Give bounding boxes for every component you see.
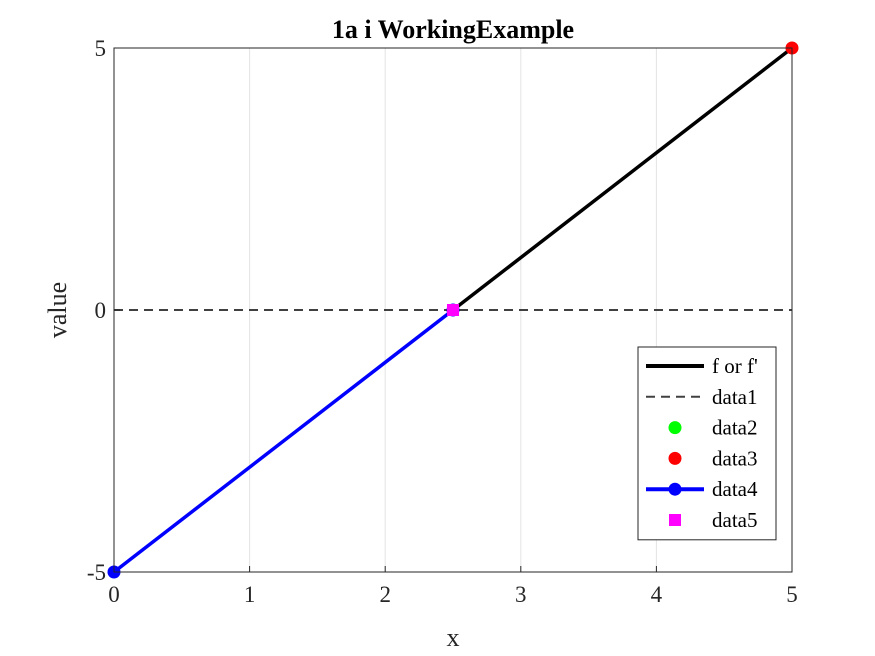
legend-box [637,346,777,541]
legend-marker [669,514,681,526]
y-axis-label: value [43,282,72,338]
legend-label: data2 [712,416,757,440]
legend-label: data5 [712,508,757,532]
data-point [447,304,459,316]
legend-item: data2 [668,416,757,440]
x-tick-label: 5 [786,582,798,607]
legend-label: data3 [712,446,757,470]
y-tick-label: 5 [95,36,107,61]
legend-item: data5 [669,508,757,532]
ticks: 0 1 2 3 4 5-505 [87,36,798,607]
legend: f or f' data1 data2 data3 data4 data5 [637,346,777,541]
legend-label: data4 [712,477,758,501]
legend-item: data4 [646,477,758,501]
legend-item: data3 [668,446,757,470]
series-layer [107,41,799,579]
series-data5 [447,304,459,316]
legend-label: f or f' [712,354,758,378]
series-f-or-f- [451,46,794,312]
legend-marker [668,451,682,465]
series-line [451,46,794,312]
x-axis-label: x [447,623,460,652]
x-tick-label: 4 [651,582,663,607]
x-tick-label: 2 [379,582,391,607]
chart-title: 1a i WorkingExample [332,15,574,44]
legend-marker [668,482,682,496]
x-tick-label: 0 [108,582,120,607]
x-tick-label: 1 [244,582,256,607]
x-tick-label: 3 [515,582,527,607]
legend-marker [668,421,682,435]
y-tick-label: -5 [87,560,106,585]
legend-item: data1 [646,385,757,409]
legend-label: data1 [712,385,757,409]
series-line [112,308,455,574]
y-tick-label: 0 [95,298,107,323]
legend-item: f or f' [646,354,758,378]
